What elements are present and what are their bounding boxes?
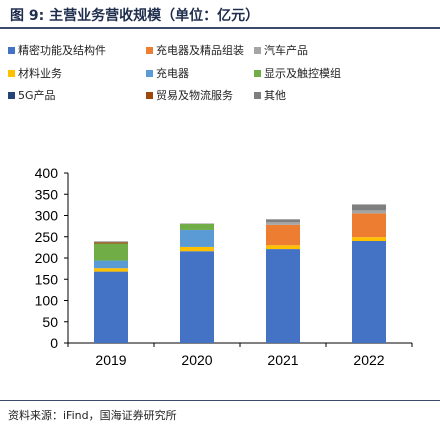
- chart-legend: 精密功能及结构件 充电器及精品组装 汽车产品材料业务 充电器 显示及触控模组 5G产品 贸易…: [8, 42, 438, 108]
- legend-swatch: [8, 91, 15, 99]
- bar-segment: [94, 243, 128, 261]
- bar-segment: [352, 237, 386, 241]
- legend-label: 材料业务: [18, 67, 62, 80]
- legend-swatch: [146, 69, 153, 77]
- legend-label: 精密功能及结构件: [18, 44, 106, 57]
- legend-swatch: [8, 69, 15, 77]
- bar-segment: [94, 241, 128, 243]
- legend-item: 充电器及精品组装: [146, 42, 244, 58]
- bar-segment: [266, 222, 300, 225]
- legend-swatch: [146, 46, 153, 54]
- legend-swatch: [254, 69, 261, 77]
- bar-segment: [352, 210, 386, 214]
- legend-label: 其他: [264, 89, 286, 102]
- bar-segment: [266, 249, 300, 343]
- legend-item: 其他: [254, 87, 286, 103]
- legend-label: 汽车产品: [264, 44, 308, 57]
- bar-segment: [94, 242, 128, 244]
- figure-header: 图 9: 主营业务营收规模（单位：亿元）: [0, 0, 440, 27]
- bar-segment: [266, 219, 300, 223]
- x-tick-label: 2019: [95, 352, 126, 368]
- source-note: 资料来源：iFind，国海证券研究所: [8, 409, 177, 422]
- x-tick-label: 2021: [267, 352, 298, 368]
- legend-swatch: [254, 46, 261, 54]
- y-tick-label: 350: [35, 186, 59, 202]
- y-tick-label: 250: [35, 229, 59, 245]
- bar-segment: [180, 246, 214, 252]
- legend-item: 5G产品: [8, 87, 56, 103]
- y-tick-label: 0: [50, 335, 58, 351]
- legend-swatch: [254, 91, 261, 99]
- x-tick-label: 2022: [353, 352, 384, 368]
- bar-segment: [180, 229, 214, 247]
- bar-segment: [266, 245, 300, 250]
- title-divider: [0, 27, 440, 29]
- legend-swatch: [146, 91, 153, 99]
- legend-item: 材料业务: [8, 65, 62, 81]
- x-tick-label: 2020: [181, 352, 212, 368]
- figure-title: 图 9: 主营业务营收规模（单位：亿元）: [10, 8, 260, 24]
- stacked-bar-chart: 0 50 100 150 200 250 300 350 400 2019 2020 2021 2022: [35, 165, 413, 368]
- bar-segment: [180, 251, 214, 343]
- y-tick-label: 50: [42, 314, 58, 330]
- legend-item: 显示及触控模组: [254, 65, 341, 81]
- y-tick-label: 300: [35, 208, 59, 224]
- bar-segment: [94, 260, 128, 269]
- legend-item: 充电器: [146, 65, 189, 81]
- bar-segment: [266, 224, 300, 246]
- legend-label: 充电器: [156, 67, 189, 80]
- y-tick-label: 400: [35, 165, 59, 181]
- legend-swatch: [8, 46, 15, 54]
- legend-item: 贸易及物流服务: [146, 87, 233, 103]
- legend-label: 贸易及物流服务: [156, 89, 233, 102]
- legend-label: 5G产品: [18, 89, 56, 102]
- bar-segment: [352, 213, 386, 238]
- bar-segment: [94, 271, 128, 343]
- source-divider: [0, 400, 440, 401]
- legend-item: 精密功能及结构件: [8, 42, 106, 58]
- bar-segment: [352, 241, 386, 343]
- bar-segment: [352, 204, 386, 211]
- legend-item: 汽车产品: [254, 42, 308, 58]
- legend-label: 显示及触控模组: [264, 67, 341, 80]
- y-tick-label: 200: [35, 250, 59, 266]
- chart-area: 0 50 100 150 200 250 300 350 400 2019 2020 2021 2022: [0, 130, 440, 380]
- bar-segment: [94, 268, 128, 272]
- y-tick-label: 150: [35, 271, 59, 287]
- bar-segment: [180, 224, 214, 230]
- legend-label: 充电器及精品组装: [156, 44, 244, 57]
- y-tick-label: 100: [35, 293, 59, 309]
